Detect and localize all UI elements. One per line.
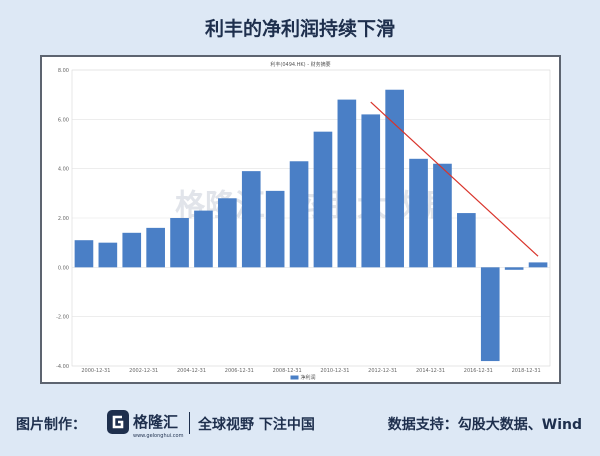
bar: [98, 242, 118, 268]
x-tick-label: 2000-12-31: [81, 368, 110, 374]
bar: [170, 218, 189, 268]
chart-frame: 利丰(0494.HK) - 财务摘要 -4.00 -2.00 0.00 2.00 4.00…: [40, 55, 561, 384]
trend-line: [370, 101, 539, 257]
x-tick-label: 2010-12-31: [320, 368, 349, 374]
chart-watermark: 格隆汇 | 勾股大数据: [175, 189, 447, 224]
bar: [457, 213, 476, 268]
gelonghui-logo: 格隆汇 www.gelonghui.com: [107, 410, 184, 439]
logo-brand-name: 格隆汇: [133, 413, 178, 431]
x-tick-label: 2016-12-31: [464, 368, 493, 374]
x-tick-label: 2012-12-31: [368, 368, 397, 374]
y-tick-label: 6.00: [58, 117, 69, 123]
footer-data-source: 数据支持：勾股大数据、Wind: [387, 417, 582, 433]
x-tick-label: 2014-12-31: [416, 368, 445, 374]
bar: [385, 89, 404, 268]
bar: [194, 210, 213, 268]
net-profit-bar-chart: 利丰(0494.HK) - 财务摘要 -4.00 -2.00 0.00 2.00 4.00…: [56, 61, 551, 381]
bar: [74, 240, 94, 268]
bar: [480, 267, 500, 362]
bar: [361, 114, 381, 268]
bar: [313, 131, 333, 268]
chart-title: 利丰(0494.HK) - 财务摘要: [270, 61, 330, 68]
bar: [433, 163, 452, 268]
x-tick-label: 2002-12-31: [129, 368, 158, 374]
bar: [265, 190, 285, 268]
footer-divider: [189, 412, 190, 434]
x-tick-label: 2004-12-31: [177, 368, 206, 374]
bar: [218, 198, 237, 268]
footer-credit-label: 图片制作：: [16, 417, 86, 433]
bar: [409, 158, 428, 268]
bar: [528, 262, 548, 268]
x-tick-label: 2018-12-31: [512, 368, 541, 374]
bar: [241, 171, 261, 268]
bar: [504, 267, 524, 270]
y-tick-label: 4.00: [58, 167, 69, 173]
page-title: 利丰的净利润持续下滑: [204, 18, 395, 40]
y-tick-label: 0.00: [58, 265, 69, 271]
bar: [146, 227, 165, 268]
bar: [289, 161, 309, 268]
y-tick-label: -2.00: [56, 315, 69, 321]
x-tick-label: 2008-12-31: [273, 368, 302, 374]
legend-swatch: [290, 375, 299, 380]
y-tick-label: 2.00: [58, 216, 69, 222]
bar: [337, 99, 357, 268]
footer-slogan: 全球视野 下注中国: [198, 417, 315, 433]
y-tick-label: 8.00: [58, 68, 69, 74]
footer: 图片制作： 格隆汇 www.gelonghui.com 全球视野 下注中国 数据…: [0, 398, 600, 456]
x-tick-label: 2006-12-31: [225, 368, 254, 374]
bar: [122, 232, 142, 268]
y-tick-label: -4.00: [56, 364, 69, 370]
legend-label: 净利润: [301, 374, 316, 381]
logo-brand-url: www.gelonghui.com: [133, 433, 184, 439]
